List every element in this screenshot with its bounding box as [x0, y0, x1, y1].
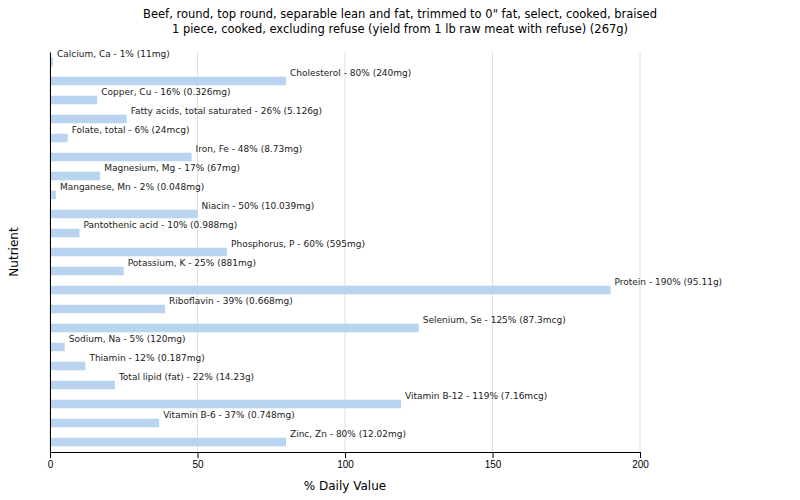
bar-label: Fatty acids, total saturated - 26% (5.12…: [131, 106, 322, 116]
bar-label: Potassium, K - 25% (881mg): [128, 258, 256, 268]
bar: [50, 77, 286, 86]
bar-label: Niacin - 50% (10.039mg): [202, 201, 315, 211]
bar-label: Phosphorus, P - 60% (595mg): [231, 239, 365, 249]
bar: [50, 172, 100, 181]
x-tick: 50: [192, 452, 204, 470]
y-axis: [50, 53, 51, 453]
bar: [50, 267, 124, 276]
bar: [50, 362, 85, 371]
bar: [50, 419, 159, 428]
bar-label: Zinc, Zn - 80% (12.02mg): [290, 429, 406, 439]
bar-label: Manganese, Mn - 2% (0.048mg): [60, 182, 204, 192]
bar-labels: Calcium, Ca - 1% (11mg) Cholesterol - 80%…: [57, 49, 722, 439]
bar: [50, 115, 127, 124]
bar-label: Riboflavin - 39% (0.668mg): [169, 296, 293, 306]
x-tick-mark: [493, 452, 494, 458]
bar: [50, 286, 611, 295]
x-tick-label: 100: [337, 459, 354, 470]
bar: [50, 134, 68, 143]
y-axis-line: [50, 53, 51, 453]
bars: [50, 58, 611, 447]
bar-label: Sodium, Na - 5% (120mg): [69, 334, 186, 344]
bar-label: Protein - 190% (95.11g): [615, 277, 723, 287]
bar-label: Calcium, Ca - 1% (11mg): [57, 49, 170, 59]
x-tick-mark: [345, 452, 346, 458]
bar: [50, 248, 227, 257]
x-tick-mark: [50, 452, 51, 458]
x-axis-title: % Daily Value: [304, 479, 386, 493]
bar-label: Pantothenic acid - 10% (0.988mg): [84, 220, 238, 230]
bar: [50, 381, 115, 390]
grid-line: [345, 52, 346, 452]
x-tick-label: 0: [48, 459, 54, 470]
bar-label: Iron, Fe - 48% (8.73mg): [196, 144, 303, 154]
plot: Calcium, Ca - 1% (11mg) Cholesterol - 80%…: [48, 49, 722, 470]
x-tick: 0: [48, 452, 54, 470]
x-tick-label: 150: [485, 459, 502, 470]
bar: [50, 324, 419, 333]
bar-label: Vitamin B-12 - 119% (7.16mcg): [405, 391, 547, 401]
bar-label: Cholesterol - 80% (240mg): [290, 68, 411, 78]
bar: [50, 400, 401, 409]
x-tick: 100: [337, 452, 354, 470]
bar-label: Selenium, Se - 125% (87.3mcg): [423, 315, 566, 325]
bar: [50, 438, 286, 447]
bar-label: Magnesium, Mg - 17% (67mg): [104, 163, 240, 173]
title-line: Beef, round, top round, separable lean a…: [143, 7, 657, 21]
x-tick-mark: [640, 452, 641, 458]
bar: [50, 96, 97, 105]
bar-label: Total lipid (fat) - 22% (14.23g): [118, 372, 254, 382]
grid: [50, 52, 640, 452]
x-axis: 0 50 100 150 200: [48, 452, 650, 470]
bar-label: Folate, total - 6% (24mcg): [72, 125, 190, 135]
bar: [50, 305, 165, 314]
bar: [50, 229, 80, 238]
bar-label: Thiamin - 12% (0.187mg): [88, 353, 204, 363]
x-tick-label: 50: [192, 459, 204, 470]
x-axis-line: [51, 453, 641, 459]
x-tick-mark: [198, 452, 199, 458]
bar-label: Vitamin B-6 - 37% (0.748mg): [163, 410, 295, 420]
grid-line: [50, 52, 51, 452]
x-tick-label: 200: [632, 459, 649, 470]
y-axis-title: Nutrient: [7, 227, 21, 277]
title-line: 1 piece, cooked, excluding refuse (yield…: [172, 22, 628, 36]
bar: [50, 153, 192, 162]
grid-line: [640, 52, 641, 452]
bar: [50, 343, 65, 352]
x-tick: 150: [485, 452, 502, 470]
title: Beef, round, top round, separable lean a…: [143, 7, 657, 36]
bar-label: Copper, Cu - 16% (0.326mg): [101, 87, 230, 97]
bar: [50, 210, 198, 219]
x-tick: 200: [632, 452, 649, 470]
chart: Calcium, Ca - 1% (11mg) Cholesterol - 80%…: [0, 0, 800, 500]
